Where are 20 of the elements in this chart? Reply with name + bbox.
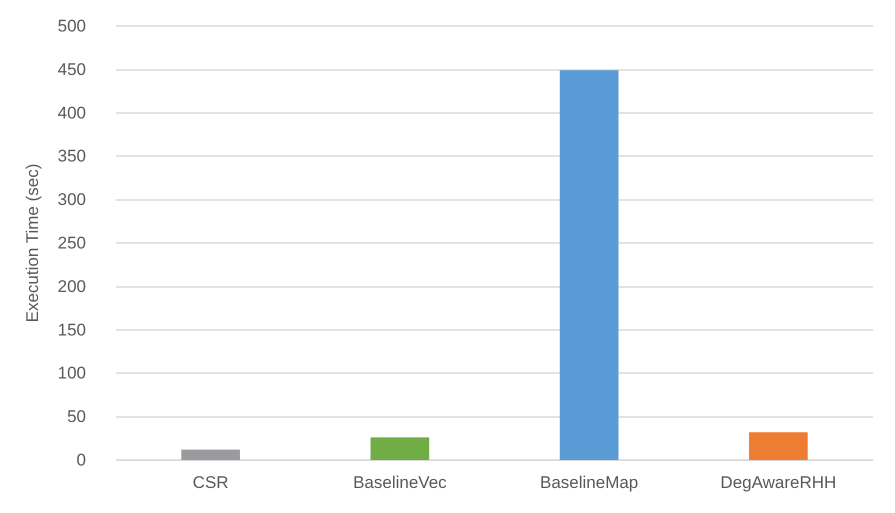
bar xyxy=(370,437,430,460)
y-tick-label: 150 xyxy=(58,320,86,340)
bar xyxy=(749,432,808,460)
y-tick-label: 350 xyxy=(58,146,86,166)
x-tick-label: DegAwareRHH xyxy=(720,473,836,492)
y-tick-label: 0 xyxy=(76,450,86,470)
y-tick-label: 300 xyxy=(58,190,86,210)
y-tick-label: 500 xyxy=(58,16,86,36)
y-tick-label: 200 xyxy=(58,276,86,296)
bar xyxy=(181,450,240,460)
x-tick-label: BaselineMap xyxy=(540,473,638,492)
bar xyxy=(560,70,618,460)
y-tick-label: 400 xyxy=(58,103,86,122)
y-tick-label: 250 xyxy=(58,234,86,252)
y-tick-label: 100 xyxy=(58,364,86,383)
x-tick-label: BaselineVec xyxy=(353,473,448,492)
y-tick-label: 450 xyxy=(58,60,86,79)
y-tick-label: 50 xyxy=(67,407,86,426)
y-axis-title: Execution Time (sec) xyxy=(23,164,42,322)
x-tick-label: CSR xyxy=(192,473,229,492)
